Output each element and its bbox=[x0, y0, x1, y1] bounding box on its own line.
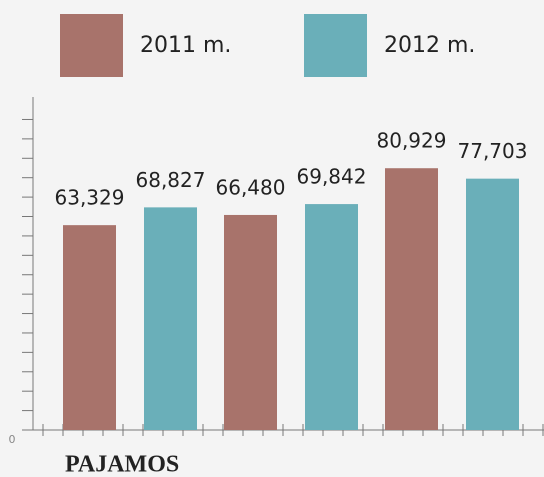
value-label: 63,329 bbox=[55, 186, 125, 210]
legend-swatch bbox=[60, 14, 123, 77]
bar bbox=[144, 207, 197, 430]
x-axis-title: PAJAMOS bbox=[65, 452, 179, 477]
legend-label: 2011 m. bbox=[140, 33, 231, 58]
value-label: 68,827 bbox=[136, 168, 206, 192]
value-label: 77,703 bbox=[458, 139, 528, 163]
bar bbox=[385, 168, 438, 430]
value-label: 80,929 bbox=[377, 129, 447, 153]
bar bbox=[63, 225, 116, 430]
y-tick-label: 0 bbox=[9, 433, 16, 446]
legend-swatch bbox=[304, 14, 367, 77]
legend-label: 2012 m. bbox=[384, 33, 475, 58]
bar bbox=[224, 214, 277, 430]
bar bbox=[305, 204, 358, 430]
value-label: 66,480 bbox=[216, 175, 286, 199]
value-label: 69,842 bbox=[297, 165, 367, 189]
bar bbox=[466, 178, 519, 430]
